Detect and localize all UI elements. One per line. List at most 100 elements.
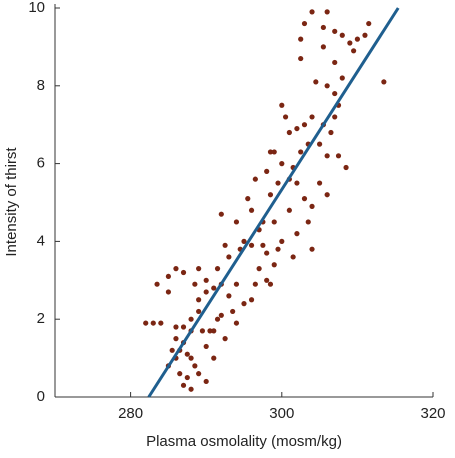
- data-point: [332, 114, 338, 120]
- x-tick-label: 320: [420, 405, 445, 422]
- data-point: [192, 281, 198, 287]
- data-point: [309, 246, 315, 252]
- data-point: [271, 149, 277, 155]
- data-point: [180, 269, 187, 276]
- data-point: [351, 48, 357, 54]
- data-point: [248, 207, 255, 213]
- data-point: [309, 114, 315, 120]
- data-point: [173, 336, 179, 342]
- data-point: [362, 32, 368, 38]
- data-point: [173, 324, 179, 330]
- data-point: [301, 20, 308, 27]
- data-point: [143, 320, 149, 326]
- y-tick-label: 4: [37, 232, 45, 249]
- data-point: [260, 242, 266, 248]
- data-point: [324, 192, 330, 198]
- data-point: [317, 180, 323, 186]
- data-point: [320, 24, 326, 31]
- data-point: [226, 293, 232, 299]
- data-point: [199, 328, 206, 334]
- y-tick-label: 0: [37, 388, 45, 405]
- data-point: [381, 79, 387, 85]
- data-point: [203, 277, 209, 283]
- data-point: [207, 328, 213, 334]
- data-point: [301, 196, 308, 202]
- data-point: [218, 312, 224, 318]
- data-point: [196, 371, 202, 377]
- data-point: [252, 176, 258, 182]
- data-point: [154, 281, 160, 287]
- y-tick-label: 2: [37, 310, 45, 327]
- data-point: [252, 281, 258, 287]
- data-point: [366, 20, 372, 27]
- x-tick-label: 300: [269, 405, 294, 422]
- data-point: [332, 90, 338, 97]
- data-point: [332, 28, 338, 34]
- data-point: [264, 277, 270, 283]
- data-point: [264, 250, 270, 256]
- data-point: [248, 242, 255, 248]
- data-point: [188, 316, 194, 322]
- data-point: [230, 308, 236, 315]
- data-point: [180, 382, 187, 388]
- data-point: [320, 44, 326, 50]
- data-point: [233, 281, 240, 287]
- data-point: [264, 168, 270, 174]
- data-point: [294, 231, 300, 237]
- data-point: [196, 266, 202, 272]
- data-point: [233, 219, 240, 225]
- data-point: [298, 55, 304, 62]
- data-point: [309, 203, 315, 209]
- data-point: [245, 196, 251, 202]
- data-point: [180, 324, 187, 330]
- data-point: [158, 320, 164, 326]
- data-point: [267, 192, 274, 198]
- y-axis-label: Intensity of thirst: [3, 147, 20, 257]
- regression-line: [147, 7, 400, 398]
- data-point: [211, 285, 217, 291]
- data-point: [196, 308, 202, 315]
- data-point: [294, 180, 300, 186]
- data-point: [222, 336, 228, 342]
- data-point: [173, 266, 179, 272]
- data-point: [165, 273, 171, 280]
- y-tick-label: 8: [37, 77, 45, 94]
- data-point: [188, 355, 194, 361]
- data-point: [222, 242, 228, 248]
- data-point: [324, 9, 330, 15]
- data-point: [188, 386, 194, 392]
- data-point: [313, 79, 319, 85]
- data-point: [332, 59, 338, 66]
- data-point: [305, 219, 311, 225]
- data-point: [218, 211, 224, 217]
- data-point: [256, 266, 262, 272]
- data-point: [347, 40, 353, 46]
- data-point: [339, 32, 345, 38]
- data-point: [248, 297, 255, 303]
- data-point: [279, 238, 285, 244]
- data-point: [271, 262, 277, 268]
- data-point: [279, 161, 285, 167]
- data-point: [328, 129, 334, 136]
- y-tick-label: 6: [37, 155, 45, 172]
- data-point: [211, 328, 217, 334]
- data-point: [324, 83, 330, 89]
- x-axis-label: Plasma osmolality (mosm/kg): [146, 433, 342, 450]
- data-point: [335, 153, 342, 159]
- data-point: [298, 149, 304, 155]
- data-point: [233, 320, 240, 326]
- data-point: [290, 254, 296, 260]
- data-point: [211, 355, 217, 361]
- data-point: [267, 149, 274, 155]
- y-tick-label: 10: [28, 0, 45, 16]
- data-point: [203, 289, 209, 295]
- data-point: [354, 36, 360, 42]
- data-point: [267, 281, 274, 287]
- x-tick-label: 280: [118, 405, 143, 422]
- data-point: [214, 316, 221, 322]
- data-point: [165, 289, 171, 295]
- data-point: [203, 343, 209, 350]
- data-point: [301, 122, 308, 128]
- data-point: [241, 301, 247, 307]
